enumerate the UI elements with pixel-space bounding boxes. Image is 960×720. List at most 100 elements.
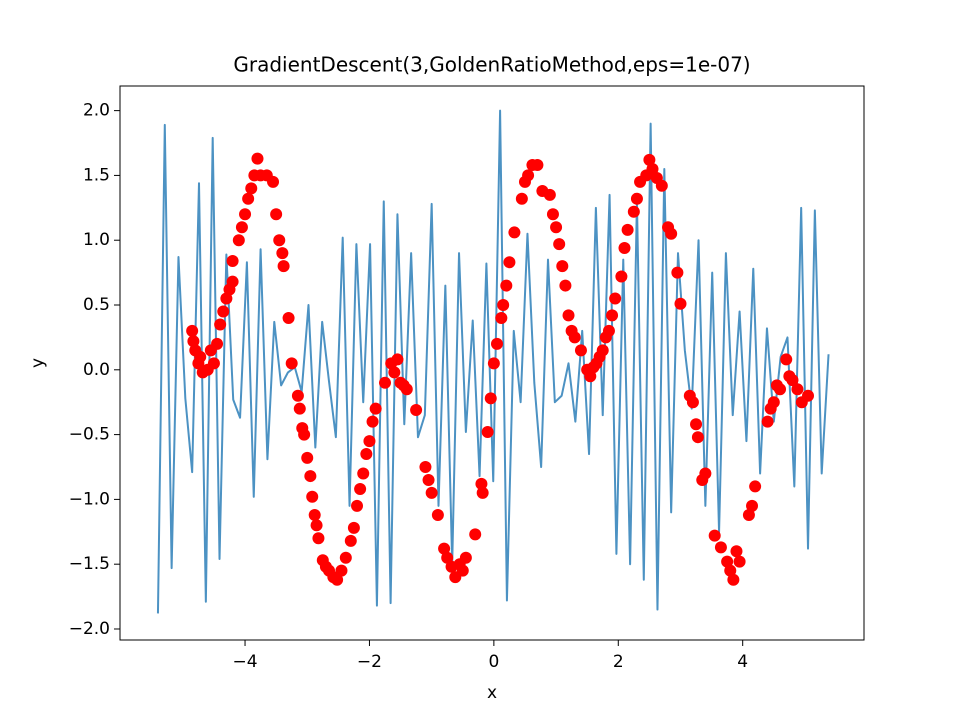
scatter-point — [400, 383, 413, 396]
scatter-point — [425, 486, 438, 499]
scatter-point — [273, 234, 286, 247]
scatter-point — [220, 292, 233, 305]
scatter-point — [621, 223, 634, 236]
scatter-point — [419, 460, 432, 473]
scatter-point — [298, 428, 311, 441]
scatter-point — [459, 551, 472, 564]
scatter-point — [363, 435, 376, 448]
scatter-point — [285, 357, 298, 370]
scatter-point — [522, 169, 535, 182]
scatter-point — [515, 192, 528, 205]
y-tick-label: 0.5 — [83, 295, 110, 315]
scatter-point — [690, 418, 703, 431]
x-axis-label: x — [487, 683, 497, 703]
scatter-point — [568, 331, 581, 344]
x-tick-label: 2 — [613, 652, 624, 672]
scatter-point — [665, 227, 678, 240]
scatter-point — [235, 221, 248, 234]
scatter-point — [475, 477, 488, 490]
scatter-point — [217, 305, 230, 318]
scatter-point — [584, 370, 597, 383]
scatter-point — [708, 529, 721, 542]
scatter-point — [270, 208, 283, 221]
scatter-point — [232, 234, 245, 247]
scatter-point — [553, 238, 566, 251]
scatter-point — [699, 467, 712, 480]
y-tick-label: 2.0 — [83, 101, 110, 121]
plot-area — [156, 109, 830, 614]
x-tick-label: −4 — [233, 652, 258, 672]
y-tick-label: 0.0 — [83, 360, 110, 380]
scatter-point — [410, 403, 423, 416]
scatter-point — [379, 376, 392, 389]
scatter-point — [344, 534, 357, 547]
scatter-point — [469, 528, 482, 541]
scatter-point — [331, 573, 344, 586]
scatter-point — [441, 551, 454, 564]
scatter-point — [242, 192, 255, 205]
scatter-point — [339, 551, 352, 564]
scatter-point — [186, 324, 199, 337]
scatter-point — [500, 279, 513, 292]
scatter-point — [304, 470, 317, 483]
scatter-point — [388, 366, 401, 379]
scatter-point — [742, 508, 755, 521]
scatter-point — [727, 573, 740, 586]
chart-title: GradientDescent(3,GoldenRatioMethod,eps=… — [233, 53, 750, 77]
scatter-point — [456, 564, 469, 577]
scatter-point — [251, 152, 264, 165]
scatter-point — [802, 389, 815, 402]
y-tick-label: −1.0 — [69, 489, 110, 509]
scatter-point — [686, 396, 699, 409]
scatter-point — [357, 467, 370, 480]
scatter-point — [354, 483, 367, 496]
scatter-point — [627, 205, 640, 218]
scatter-point — [187, 335, 200, 348]
scatter-point — [556, 260, 569, 273]
scatter-point — [691, 431, 704, 444]
scatter-point — [245, 182, 258, 195]
scatter-point — [495, 311, 508, 324]
scatter-point — [351, 499, 364, 512]
scatter-point — [562, 309, 575, 322]
x-tick-label: −2 — [357, 652, 382, 672]
scatter-point — [714, 541, 727, 554]
scatter-point — [293, 402, 306, 415]
scatter-point — [761, 415, 774, 428]
scatter-point — [609, 292, 622, 305]
scatter-point — [490, 337, 503, 350]
scatter-point — [724, 564, 737, 577]
scatter-point — [646, 162, 659, 175]
scatter-point — [543, 188, 556, 201]
scatter-point — [550, 221, 563, 234]
scatter-point — [780, 353, 793, 366]
scatter-point — [786, 374, 799, 387]
scatter-point — [671, 266, 684, 279]
y-tick-label: 1.5 — [83, 165, 110, 185]
scatter-point — [508, 226, 521, 239]
scatter-point — [360, 448, 373, 461]
scatter-point — [214, 318, 227, 331]
scatter-point — [282, 311, 295, 324]
scatter-point — [276, 247, 289, 260]
scatter-point — [366, 415, 379, 428]
scatter-point — [422, 473, 435, 486]
scatter-point — [559, 279, 572, 292]
scatter-point — [730, 545, 743, 558]
scatter-point — [391, 353, 404, 366]
scatter-point — [746, 499, 759, 512]
scatter-point — [239, 208, 252, 221]
scatter-point — [630, 192, 643, 205]
scatter-point — [749, 480, 762, 493]
scatter-point — [721, 555, 734, 568]
scatter-point — [574, 344, 587, 357]
scatter-point — [615, 270, 628, 283]
scatter-point — [733, 555, 746, 568]
scatter-point — [618, 241, 631, 254]
scatter-point — [308, 508, 321, 521]
scatter-point — [606, 309, 619, 322]
scatter-point — [484, 392, 497, 405]
scatter-point — [791, 383, 804, 396]
